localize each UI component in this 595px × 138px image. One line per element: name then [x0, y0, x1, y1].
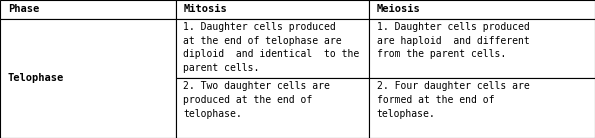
Bar	[369, 19, 595, 78]
Text: 2. Two daughter cells are
produced at the end of
telophase.: 2. Two daughter cells are produced at th…	[183, 81, 330, 119]
Bar	[176, 0, 369, 19]
Bar	[369, 0, 595, 19]
Text: 2. Four daughter cells are
formed at the end of
telophase.: 2. Four daughter cells are formed at the…	[377, 81, 530, 119]
Bar	[176, 19, 369, 78]
Bar	[0, 0, 176, 19]
Bar	[176, 78, 369, 138]
Text: 1. Daughter cells produced
at the end of telophase are
diploid  and identical  t: 1. Daughter cells produced at the end of…	[183, 22, 359, 73]
Bar	[0, 19, 176, 138]
Bar	[369, 78, 595, 138]
Text: Meiosis: Meiosis	[377, 4, 421, 14]
Text: 1. Daughter cells produced
are haploid  and different
from the parent cells.: 1. Daughter cells produced are haploid a…	[377, 22, 530, 59]
Text: Mitosis: Mitosis	[183, 4, 227, 14]
Text: Telophase: Telophase	[8, 73, 64, 83]
Text: Phase: Phase	[8, 4, 39, 14]
